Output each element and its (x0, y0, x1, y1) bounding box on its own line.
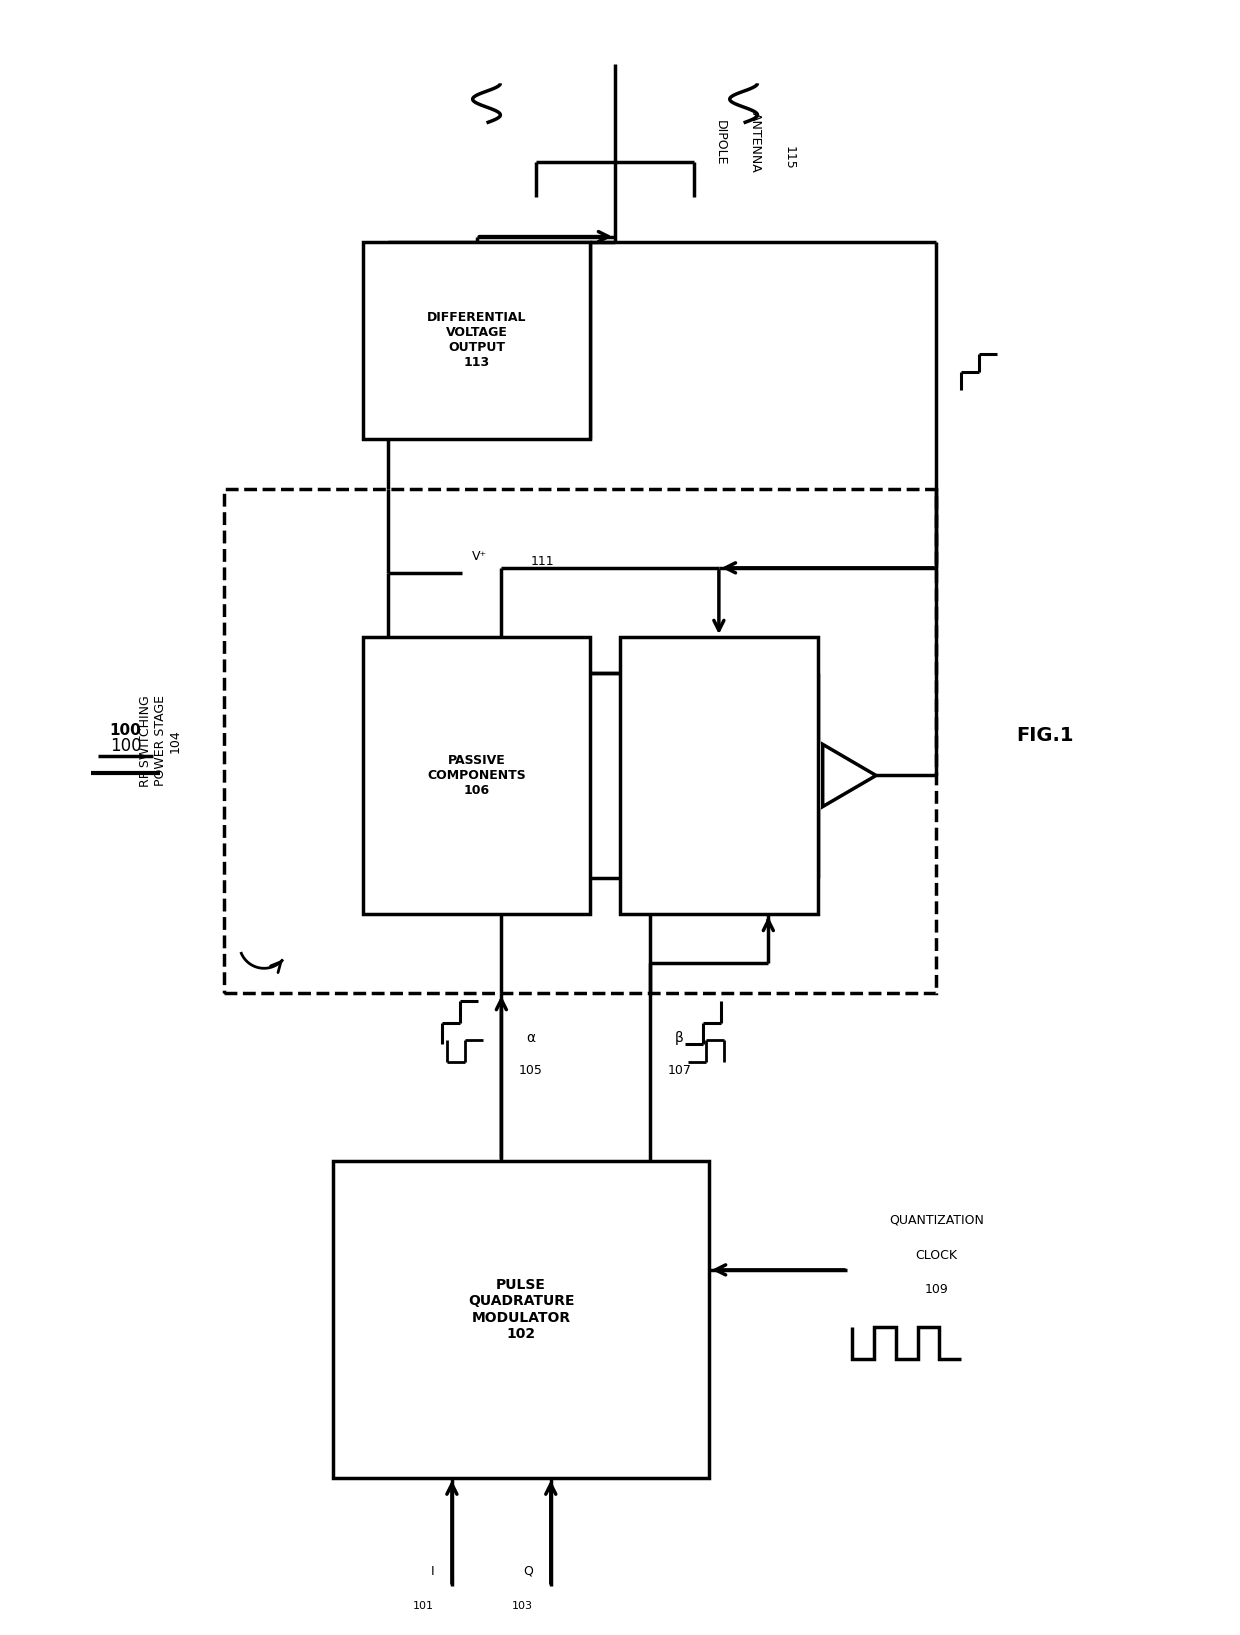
Text: QUANTIZATION: QUANTIZATION (889, 1213, 983, 1226)
Text: PASSIVE
COMPONENTS
106: PASSIVE COMPONENTS 106 (428, 754, 526, 796)
Bar (620, 638, 817, 914)
Text: DIPOLE: DIPOLE (714, 119, 727, 165)
Text: 107: 107 (667, 1064, 691, 1076)
Text: 100: 100 (109, 723, 141, 739)
Text: DIFFERENTIAL
VOLTAGE
OUTPUT
113: DIFFERENTIAL VOLTAGE OUTPUT 113 (427, 311, 526, 370)
Text: 109: 109 (925, 1283, 949, 1297)
Bar (224, 489, 936, 992)
Text: 103: 103 (512, 1601, 533, 1610)
Text: 101: 101 (413, 1601, 434, 1610)
Bar (363, 242, 590, 440)
Bar (334, 1161, 709, 1478)
Text: Q: Q (523, 1565, 533, 1578)
Text: I: I (430, 1565, 434, 1578)
Text: β: β (675, 1030, 683, 1045)
Text: FIG.1: FIG.1 (1017, 726, 1074, 746)
Text: CLOCK: CLOCK (915, 1249, 957, 1262)
Text: 105: 105 (520, 1064, 543, 1076)
Text: PULSE
QUADRATURE
MODULATOR
102: PULSE QUADRATURE MODULATOR 102 (467, 1279, 574, 1341)
Bar (363, 638, 590, 914)
Text: V⁺: V⁺ (471, 549, 487, 562)
Text: 115: 115 (784, 146, 796, 170)
Text: α: α (527, 1030, 536, 1045)
Text: ANTENNA: ANTENNA (749, 113, 761, 173)
Text: 100: 100 (110, 737, 141, 755)
Text: 111: 111 (531, 554, 554, 567)
Text: RF SWITCHING
POWER STAGE
104: RF SWITCHING POWER STAGE 104 (139, 695, 182, 786)
